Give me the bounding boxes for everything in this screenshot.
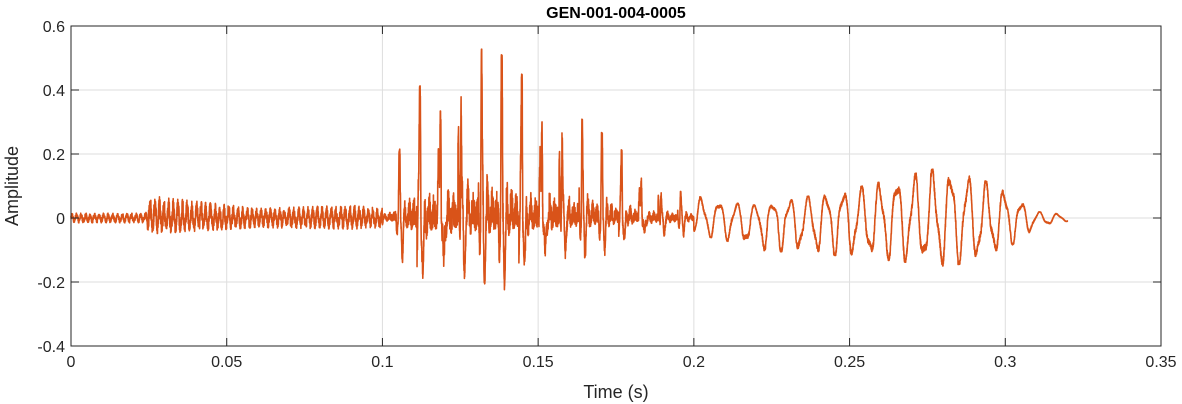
axes-box: [70, 25, 1162, 347]
series-line: [70, 48, 1069, 291]
y-tick-label: 0.2: [43, 147, 65, 164]
plot-area: [70, 48, 1069, 291]
y-axis-label: Amplitude: [2, 146, 22, 226]
x-tick-label: 0.1: [371, 354, 393, 371]
x-tick-label: 0.35: [1145, 354, 1176, 371]
y-tick-label: 0.4: [43, 83, 65, 100]
x-tick-label: 0.2: [683, 354, 705, 371]
x-tick-label: 0.25: [834, 354, 865, 371]
y-axis: -0.4 -0.2 0 0.2 0.4 0.6: [37, 19, 1161, 356]
y-tick-label: 0.6: [43, 19, 65, 36]
chart-title: GEN-001-004-0005: [546, 5, 686, 22]
grid: [70, 25, 1162, 347]
x-axis: 0 0.05 0.1 0.15 0.2 0.25 0.3 0.35: [67, 26, 1177, 371]
y-tick-label: -0.4: [37, 339, 65, 356]
x-tick-label: 0.15: [523, 354, 554, 371]
x-tick-label: 0.3: [994, 354, 1016, 371]
x-tick-label: 0.05: [211, 354, 242, 371]
y-tick-label: -0.2: [37, 275, 65, 292]
y-tick-label: 0: [56, 211, 65, 228]
x-axis-label: Time (s): [583, 382, 648, 402]
x-tick-label: 0: [67, 354, 76, 371]
